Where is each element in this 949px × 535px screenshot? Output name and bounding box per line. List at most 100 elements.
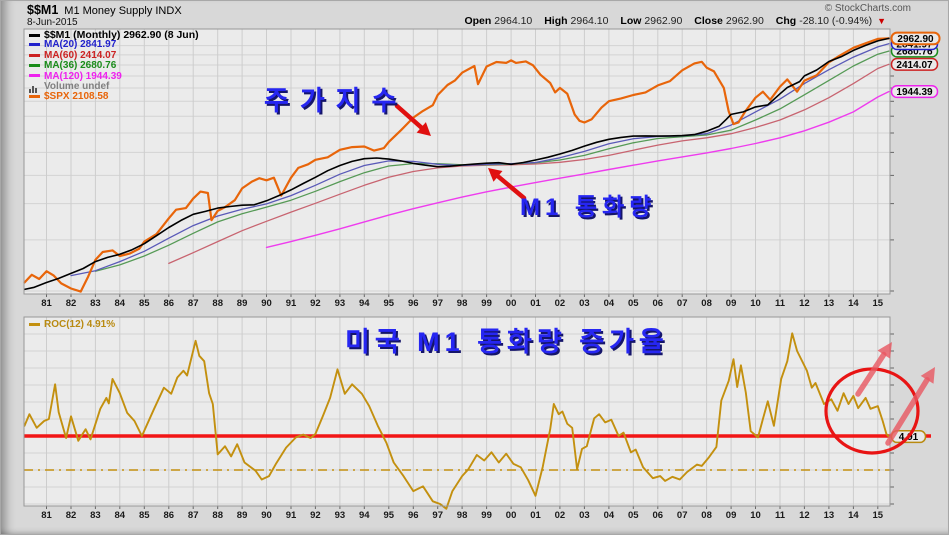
close-label: Close: [694, 15, 723, 27]
instrument-name: M1 Money Supply INDX: [64, 5, 182, 17]
legend-item-ma60: MA(60) 2414.07: [29, 49, 199, 61]
legend-item-label: MA(60) 2414.07: [44, 49, 117, 61]
annotation-roc-growth-rate-label: 미국 M1 통화량 증가율: [345, 327, 669, 357]
y-axis-tick-label: 5.0: [898, 1, 913, 4]
legend-line-swatch: [29, 95, 40, 99]
x-axis-year-label: 09: [726, 510, 737, 521]
y-axis-tick-label: 2.5: [898, 1, 913, 4]
x-axis-year-label: 11: [775, 298, 786, 309]
x-axis-year-label: 90: [261, 298, 272, 309]
last-value-tag: 2962.90: [890, 31, 941, 46]
x-axis-year-label: 08: [701, 510, 712, 521]
annotation-arrow: [885, 367, 935, 446]
high-value: 2964.10: [570, 15, 609, 27]
legend-line-swatch: [29, 43, 40, 47]
x-axis-year-label: 86: [164, 510, 175, 521]
annotation-stock-index-label: 주가지수: [264, 86, 408, 116]
legend-item-spx: $SPX 2108.58: [29, 92, 199, 102]
stockcharts-copyright: © StockCharts.com: [824, 3, 911, 14]
y-axis-tick-label: 2000: [898, 1, 922, 4]
legend-line-swatch: [29, 33, 40, 37]
chart-header: $$M1 M1 Money Supply INDX: [27, 3, 182, 17]
y-axis-tick-label: 20.0: [898, 1, 919, 4]
y-axis-tick-label: 400: [898, 1, 916, 4]
x-axis-year-label: 93: [335, 298, 346, 309]
legend-item-ma36: MA(36) 2680.76: [29, 60, 199, 72]
x-axis-year-label: 98: [457, 510, 468, 521]
x-axis-year-label: 13: [824, 298, 835, 309]
y-axis-tick-label: 0.0: [898, 1, 913, 4]
series-ma60: [168, 63, 890, 265]
legend-item-label: MA(36) 2680.76: [44, 60, 117, 72]
ticker-symbol: $$M1: [27, 3, 59, 17]
y-axis-tick-label: 10.0: [898, 1, 919, 4]
series-ma120: [265, 90, 890, 249]
x-axis-year-label: 00: [506, 298, 517, 309]
x-axis-year-label: 04: [604, 298, 615, 309]
x-axis-year-label: 82: [66, 510, 77, 521]
quote-bar: Open 2964.10 High 2964.10 Low 2962.90 Close…: [464, 15, 886, 27]
y-axis-tick-label: 17.5: [898, 1, 919, 4]
y-axis-tick-label: -5.0: [898, 1, 916, 4]
x-axis-year-label: 12: [799, 510, 810, 521]
x-axis-year-label: 97: [432, 510, 443, 521]
legend-item-ma120: MA(120) 1944.39: [29, 70, 199, 82]
svg-text:2962.90: 2962.90: [897, 34, 934, 45]
y-axis-tick-label: 1200: [898, 1, 922, 4]
x-axis-year-label: 83: [90, 510, 101, 521]
x-axis-year-label: 08: [701, 298, 712, 309]
x-axis-year-label: 02: [555, 510, 566, 521]
x-axis-year-label: 82: [66, 298, 77, 309]
x-axis-year-label: 11: [775, 510, 786, 521]
x-axis-year-label: 02: [555, 298, 566, 309]
x-axis-year-label: 97: [432, 298, 443, 309]
x-axis-year-label: 06: [653, 298, 664, 309]
x-axis-year-label: 15: [873, 510, 884, 521]
x-axis-year-label: 81: [41, 298, 52, 309]
x-axis-year-label: 88: [212, 298, 223, 309]
x-axis-year-label: 07: [677, 510, 688, 521]
x-axis-year-label: 99: [481, 298, 492, 309]
x-axis-year-label: 89: [237, 510, 248, 521]
roc-legend-label: ROC(12) 4.91%: [44, 319, 116, 330]
x-axis-year-label: 05: [628, 298, 639, 309]
annotation-arrow: [855, 342, 892, 397]
x-axis-year-label: 96: [408, 510, 419, 521]
legend-item-label: MA(20) 2841.97: [44, 39, 117, 51]
chg-down-arrow-icon: ▼: [877, 16, 886, 26]
x-axis-year-label: 88: [212, 510, 223, 521]
legend-line-swatch: [29, 74, 40, 78]
x-axis-year-label: 04: [604, 510, 615, 521]
x-axis-year-label: 96: [408, 298, 419, 309]
x-axis-year-label: 81: [41, 510, 52, 521]
x-axis-year-label: 86: [164, 298, 175, 309]
roc-line-swatch: [29, 322, 40, 326]
legend-item-label: MA(120) 1944.39: [44, 70, 122, 82]
last-value-tag: 2414.07: [890, 57, 939, 71]
x-axis-year-label: 14: [848, 510, 859, 521]
x-axis-year-label: 00: [506, 510, 517, 521]
x-axis-year-label: 91: [286, 298, 297, 309]
main-panel-legend: $$M1 (Monthly) 2962.90 (8 Jun) MA(20) 284…: [29, 30, 199, 103]
series-roc12: [23, 332, 890, 510]
x-axis-year-label: 98: [457, 298, 468, 309]
x-axis-year-label: 03: [579, 510, 590, 521]
x-axis-year-label: 87: [188, 510, 199, 521]
x-axis-year-label: 06: [653, 510, 664, 521]
x-axis-year-label: 01: [530, 510, 541, 521]
series-m1: [23, 37, 890, 291]
x-axis-year-label: 85: [139, 510, 150, 521]
x-axis-year-label: 92: [310, 298, 321, 309]
x-axis-year-label: 12: [799, 298, 810, 309]
open-value: 2964.10: [494, 15, 533, 27]
annotation-m1-money-supply-label: M1 통화량: [520, 194, 657, 221]
x-axis-year-label: 01: [530, 298, 541, 309]
x-axis-year-label: 13: [824, 510, 835, 521]
y-axis-tick-label: 12.5: [898, 1, 919, 4]
chg-value: -28.10 (-0.94%): [799, 15, 873, 27]
x-axis-year-label: 85: [139, 298, 150, 309]
roc-panel-legend: ROC(12) 4.91%: [29, 319, 115, 330]
legend-item-ma20: MA(20) 2841.97: [29, 40, 199, 50]
legend-line-swatch: [29, 64, 40, 68]
